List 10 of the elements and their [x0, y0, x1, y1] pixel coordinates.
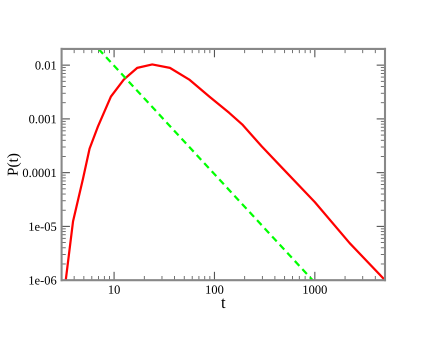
x-tick-label: 1000 — [303, 285, 327, 294]
y-tick-label: 0.001 — [29, 114, 56, 124]
y-axis-title: P(t) — [7, 154, 21, 176]
y-tick-label: 0.0001 — [22, 168, 56, 178]
y-tick-label: 0.01 — [35, 61, 56, 70]
y-tick-label: 1e-05 — [29, 222, 56, 231]
x-tick-label: 100 — [206, 285, 224, 294]
y-tick-label: 1e-06 — [29, 276, 56, 285]
x-axis-title: t — [221, 298, 226, 308]
x-tick-label: 10 — [108, 285, 120, 294]
